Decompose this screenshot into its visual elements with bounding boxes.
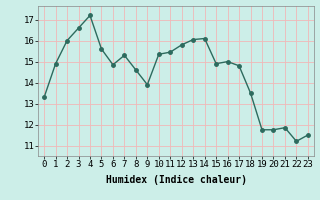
X-axis label: Humidex (Indice chaleur): Humidex (Indice chaleur) (106, 175, 246, 185)
